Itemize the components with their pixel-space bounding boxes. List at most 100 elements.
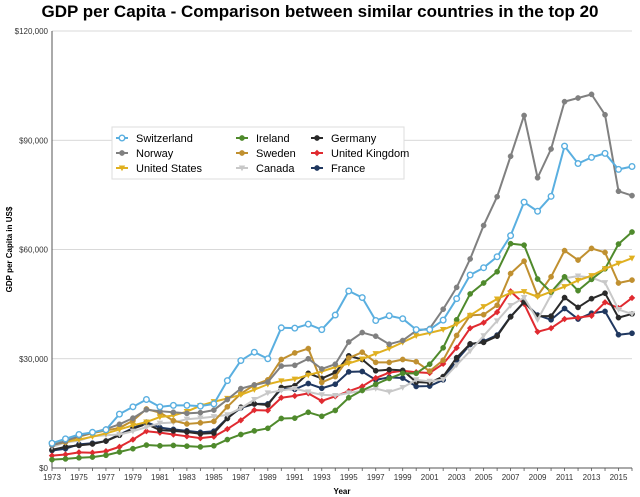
data-point (547, 324, 555, 332)
data-point (264, 355, 272, 363)
data-point (615, 307, 622, 313)
data-point (453, 332, 460, 339)
data-point (129, 422, 137, 429)
data-point (534, 328, 541, 336)
legend-item-united-states: United States (116, 163, 203, 175)
data-point (197, 419, 204, 426)
data-point (480, 333, 487, 340)
legend-marker (239, 135, 245, 141)
data-point (156, 420, 164, 427)
data-point (305, 380, 312, 387)
legend-marker (239, 150, 245, 156)
y-tick-label: $0 (39, 464, 48, 473)
data-point (494, 333, 500, 340)
data-point (89, 454, 96, 460)
data-point (49, 456, 55, 463)
data-point (210, 414, 218, 420)
data-point (345, 390, 352, 397)
data-point (588, 273, 595, 279)
data-point (466, 271, 474, 279)
data-point (197, 434, 204, 442)
data-point (466, 324, 474, 332)
data-point (183, 416, 191, 423)
x-tick-label: 1983 (178, 473, 196, 482)
data-point (157, 442, 163, 449)
data-point (264, 425, 271, 432)
data-point (413, 370, 420, 377)
data-point (75, 430, 83, 438)
data-point (62, 451, 69, 458)
data-point (251, 387, 258, 393)
data-point (237, 405, 245, 412)
data-point (129, 403, 137, 411)
data-point (197, 409, 204, 416)
data-point (548, 146, 554, 152)
series-lines (48, 91, 636, 463)
data-point (251, 406, 258, 414)
data-point (561, 294, 568, 301)
data-point (237, 431, 244, 438)
data-point (534, 317, 541, 323)
series-switzerland (48, 142, 636, 447)
x-tick-label: 1977 (97, 473, 115, 482)
data-point (103, 452, 109, 459)
data-point (547, 289, 555, 295)
data-point (251, 396, 258, 403)
data-point (211, 418, 217, 425)
data-point (520, 198, 528, 206)
legend-item-united-kingdom: United Kingdom (311, 148, 409, 160)
data-point (197, 444, 204, 450)
data-point (170, 409, 177, 416)
data-point (278, 415, 285, 422)
x-tick-label: 1997 (367, 473, 385, 482)
x-tick-label: 2013 (583, 473, 601, 482)
data-point (575, 287, 581, 294)
data-point (628, 311, 636, 318)
data-point (277, 324, 285, 332)
data-point (318, 326, 326, 334)
legend-item-sweden: Sweden (236, 148, 296, 160)
data-point (601, 266, 609, 273)
data-point (399, 375, 406, 381)
data-point (264, 407, 272, 414)
x-tick-label: 1973 (43, 473, 61, 482)
data-point (278, 387, 285, 394)
x-tick-label: 2001 (421, 473, 439, 482)
data-point (480, 304, 487, 310)
data-point (615, 241, 622, 247)
data-point (628, 255, 636, 262)
data-point (197, 430, 204, 437)
data-point (305, 372, 312, 379)
data-point (345, 394, 352, 401)
legend-marker (118, 165, 126, 172)
data-point (129, 428, 137, 435)
data-point (507, 240, 514, 247)
data-point (426, 378, 433, 385)
data-point (520, 295, 528, 301)
legend-item-ireland: Ireland (236, 133, 290, 145)
data-point (61, 435, 69, 443)
data-point (561, 305, 568, 312)
data-point (588, 312, 595, 319)
x-tick-label: 1979 (124, 473, 142, 482)
data-point (116, 421, 123, 428)
series-united-states (48, 255, 636, 447)
data-point (291, 362, 298, 369)
data-point (399, 384, 406, 391)
legend-marker (314, 165, 320, 171)
data-point (184, 443, 190, 449)
data-point (615, 165, 623, 173)
data-point (224, 403, 231, 410)
data-point (601, 299, 609, 306)
data-point (453, 284, 460, 291)
legend-item-germany: Germany (311, 133, 377, 145)
data-point (494, 268, 500, 275)
data-point (601, 280, 609, 286)
data-point (561, 315, 568, 323)
data-point (588, 295, 595, 302)
data-point (359, 368, 366, 375)
data-point (278, 363, 285, 369)
data-point (89, 441, 96, 447)
data-point (359, 329, 366, 336)
x-tick-label: 1991 (286, 473, 304, 482)
